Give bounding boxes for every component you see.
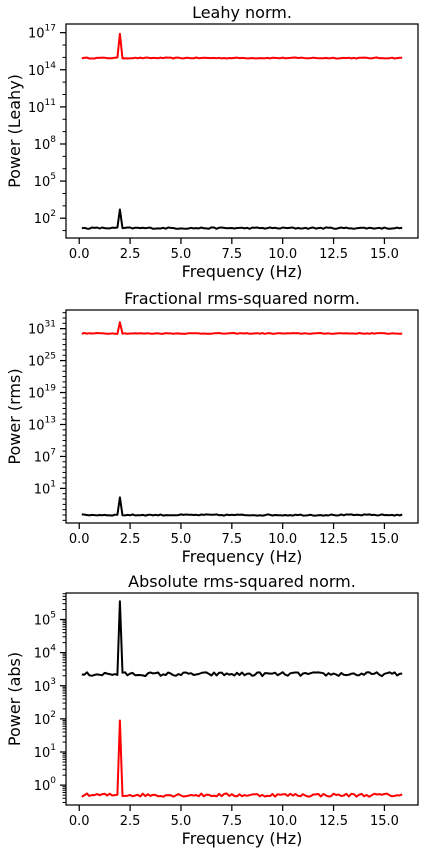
y-tick-label: 108	[34, 135, 57, 153]
x-tick-label: 15.0	[370, 247, 399, 262]
y-axis-label: Power (rms)	[5, 368, 24, 464]
x-tick-label: 15.0	[370, 532, 399, 547]
y-tick-label: 105	[34, 172, 56, 190]
y-tick-label: 102	[34, 710, 56, 728]
series-line-1	[81, 32, 403, 60]
plot-frame	[65, 309, 419, 524]
x-tick-label: 0.0	[69, 814, 90, 829]
chart-title: Leahy norm.	[192, 3, 292, 22]
x-tick-label: 2.5	[120, 247, 141, 262]
y-tick-label: 105	[34, 611, 56, 629]
chart-2: Fractional rms-squared norm. 0.0 2.5 5.0 7.5…	[5, 289, 419, 566]
x-tick-label: 10.0	[268, 532, 297, 547]
y-tick-label: 101	[34, 479, 56, 497]
y-tick-label: 1025	[28, 352, 56, 370]
series-line-2	[81, 719, 403, 798]
x-axis-label: Frequency (Hz)	[182, 829, 303, 848]
chart-title: Fractional rms-squared norm.	[124, 289, 360, 308]
x-tick-label: 10.0	[268, 814, 297, 829]
y-tick-label: 1014	[28, 61, 56, 79]
plot-frame	[65, 23, 419, 239]
y-tick-label: 100	[34, 776, 57, 794]
x-tick-label: 5.0	[171, 247, 192, 262]
x-tick-label: 0.0	[69, 532, 90, 547]
x-tick-label: 5.0	[171, 814, 192, 829]
chart-1: Leahy norm. 0.0 2.5 5.0 7.5 10.0 12.5 15.0 102 10…	[5, 3, 419, 281]
y-tick-label: 107	[34, 447, 56, 465]
y-tick-label: 1031	[28, 320, 56, 338]
y-tick-label: 1017	[28, 24, 56, 42]
x-tick-label: 0.0	[69, 247, 90, 262]
x-tick-label: 12.5	[319, 532, 348, 547]
x-tick-label: 12.5	[319, 247, 348, 262]
x-tick-label: 7.5	[221, 247, 242, 262]
x-tick-label: 7.5	[221, 814, 242, 829]
x-tick-label: 2.5	[120, 814, 141, 829]
y-axis-label: Power (abs)	[5, 652, 24, 746]
y-tick-label: 102	[34, 209, 56, 227]
chart-3: Absolute rms-squared norm. 0.0 2.5 5.0 7.5 10…	[5, 572, 419, 848]
x-tick-label: 5.0	[171, 532, 192, 547]
y-tick-label: 1019	[28, 384, 56, 402]
series-line-2	[81, 496, 403, 517]
x-axis-label: Frequency (Hz)	[182, 262, 303, 281]
series-line-1	[81, 600, 403, 678]
x-tick-label: 7.5	[221, 532, 242, 547]
y-tick-label: 1013	[28, 415, 56, 433]
x-tick-label: 10.0	[268, 247, 297, 262]
x-tick-label: 2.5	[120, 532, 141, 547]
series-line-2	[81, 208, 403, 230]
y-tick-label: 101	[34, 743, 56, 761]
y-tick-label: 103	[34, 677, 56, 695]
chart-title: Absolute rms-squared norm.	[128, 572, 356, 591]
x-tick-label: 12.5	[319, 814, 348, 829]
x-tick-label: 15.0	[370, 814, 399, 829]
y-tick-label: 1011	[28, 98, 56, 116]
y-tick-label: 104	[34, 644, 57, 662]
x-axis-label: Frequency (Hz)	[182, 547, 303, 566]
series-line-1	[81, 321, 403, 335]
y-axis-label: Power (Leahy)	[5, 74, 24, 188]
